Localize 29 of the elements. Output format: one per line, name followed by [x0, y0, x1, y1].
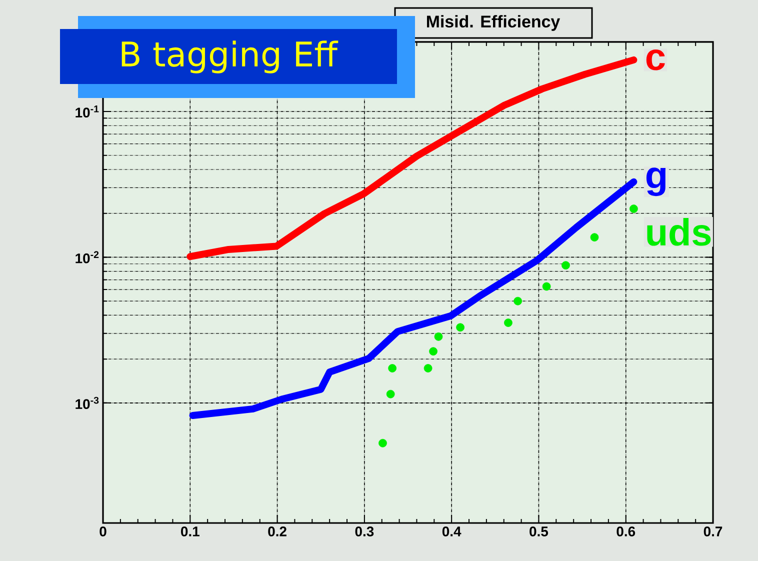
- point: [456, 323, 464, 332]
- y-tick-label: 10$^{-2}$: [76, 251, 99, 264]
- series-label: uds: [647, 218, 711, 246]
- point: [562, 261, 570, 270]
- point: [378, 438, 387, 448]
- y-tick-label: 10$^{-1}$: [76, 105, 99, 118]
- point: [388, 364, 397, 372]
- x-tick-label: 0.1: [181, 526, 200, 536]
- point: [434, 332, 443, 341]
- point: [504, 318, 512, 327]
- point: [429, 347, 438, 356]
- x-tick-label: 0.4: [442, 526, 462, 536]
- point: [590, 233, 599, 242]
- x-tick-label: 0.3: [355, 526, 374, 536]
- point: [542, 282, 551, 291]
- series-label: g: [646, 168, 666, 196]
- x-tick-label: 0.7: [704, 526, 722, 536]
- series-label: c: [646, 50, 665, 70]
- y-tick-label: 10$^{-3}$: [76, 396, 99, 410]
- chart-title: B tagging Eff: [122, 40, 338, 74]
- x-tick-label: 0.2: [268, 526, 286, 536]
- chart-subtitle: Misid. Efficiency: [427, 15, 560, 31]
- x-tick-label: 0.5: [530, 526, 548, 536]
- x-tick-label: 0: [100, 526, 106, 536]
- point: [424, 364, 432, 372]
- point: [514, 296, 522, 306]
- point: [630, 204, 638, 213]
- point: [386, 390, 395, 398]
- x-tick-label: 0.6: [616, 526, 636, 536]
